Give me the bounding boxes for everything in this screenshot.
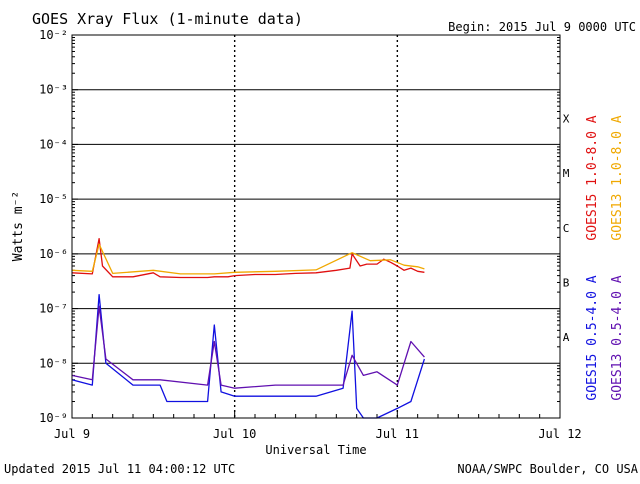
series-line xyxy=(71,305,425,389)
flare-class-label: B xyxy=(563,276,570,289)
legend-entry: GOES15 0.5-4.0 A xyxy=(585,275,600,400)
y-tick-label: 10⁻⁹ xyxy=(39,411,68,425)
x-axis-label: Universal Time xyxy=(265,443,366,457)
y-tick-label: 10⁻³ xyxy=(39,83,68,97)
y-tick-label: 10⁻⁸ xyxy=(39,356,68,370)
legend-entry: GOES15 1.0-8.0 A xyxy=(585,115,600,240)
grid xyxy=(71,35,561,419)
x-tick-label: Jul 9 xyxy=(54,427,90,441)
x-tick-labels: Jul 9 Jul 10 Jul 11 Jul 12 xyxy=(54,427,582,441)
legend-entry: GOES13 0.5-4.0 A xyxy=(610,275,625,400)
series-line xyxy=(71,293,426,419)
flare-class-label: A xyxy=(563,331,570,344)
y-tick-label: 10⁻⁷ xyxy=(39,302,68,316)
y-tick-label: 10⁻⁵ xyxy=(39,192,68,206)
credit-text: NOAA/SWPC Boulder, CO USA xyxy=(457,462,638,476)
flare-class-label: X xyxy=(563,112,570,125)
flare-class-label: C xyxy=(563,222,570,235)
series-line xyxy=(71,237,425,279)
y-tick-labels: 10⁻⁹ 10⁻⁸ 10⁻⁷ 10⁻⁶ 10⁻⁵ 10⁻⁴ 10⁻³ 10⁻² xyxy=(39,28,68,425)
legend-entry: GOES13 1.0-8.0 A xyxy=(610,115,625,240)
y-tick-label: 10⁻⁶ xyxy=(39,247,68,261)
updated-timestamp: Updated 2015 Jul 11 04:00:12 UTC xyxy=(4,462,235,476)
x-tick-label: Jul 10 xyxy=(213,427,256,441)
chart-title: GOES Xray Flux (1-minute data) xyxy=(32,10,303,28)
y-tick-label: 10⁻⁴ xyxy=(39,137,68,151)
series-line xyxy=(71,243,425,275)
x-tick-label: Jul 11 xyxy=(376,427,419,441)
flare-class-label: M xyxy=(563,167,570,180)
y-tick-label: 10⁻² xyxy=(39,28,68,42)
legend: GOES15 1.0-8.0 A GOES13 1.0-8.0 A GOES15 0… xyxy=(585,115,625,400)
plot-frame xyxy=(71,34,561,419)
y-axis-label: Watts m⁻² xyxy=(11,191,26,261)
flare-class-labels: X M C B A xyxy=(563,112,570,344)
x-tick-label: Jul 12 xyxy=(538,427,581,441)
begin-date: Begin: 2015 Jul 9 0000 UTC xyxy=(448,20,636,34)
series-lines xyxy=(71,237,426,419)
